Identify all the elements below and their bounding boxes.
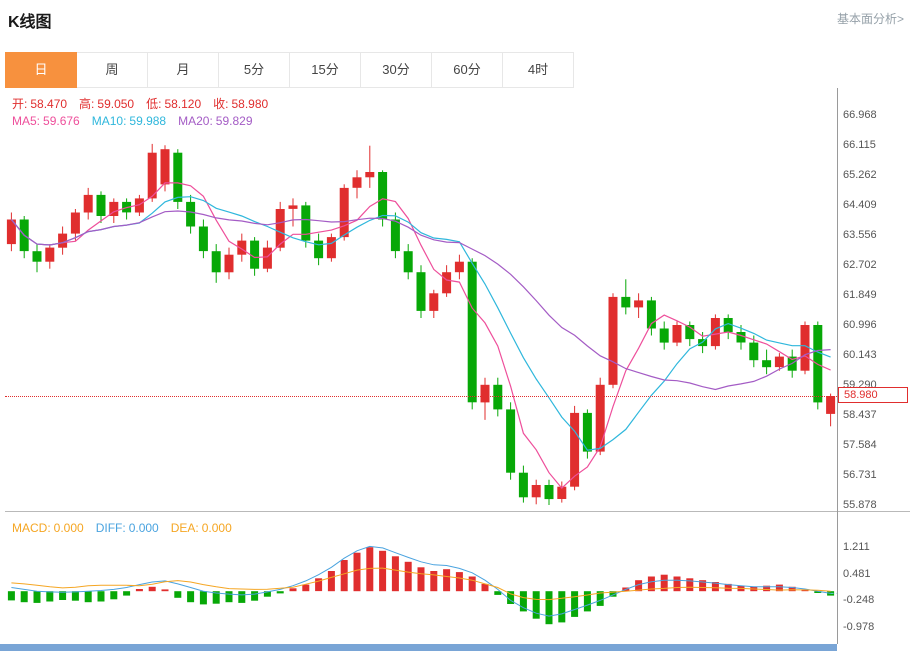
price-axis-tick: 65.262 [843, 169, 877, 182]
price-axis-tick: 66.968 [843, 109, 877, 122]
price-axis-tick: 63.556 [843, 229, 877, 242]
macd-axis-tick: 0.481 [843, 567, 871, 580]
ohlc-open: 开: 58.470 [12, 97, 68, 111]
ohlc-overlay: 开: 58.470 高: 59.050 低: 58.120 收: 58.980 [12, 95, 280, 112]
dea-value: DEA: 0.000 [170, 521, 232, 535]
tab-month[interactable]: 月 [148, 52, 219, 88]
chart-scrollbar[interactable] [0, 644, 837, 651]
price-axis-tick: 62.702 [843, 259, 877, 272]
diff-value: DIFF: 0.000 [95, 521, 159, 535]
macd-axis-tick: -0.978 [843, 621, 875, 634]
macd-chart[interactable] [5, 520, 837, 640]
tab-15min[interactable]: 15分 [290, 52, 361, 88]
tab-60min[interactable]: 60分 [432, 52, 503, 88]
page-title: K线图 [8, 14, 52, 31]
macd-axis-tick: 1.211 [843, 540, 870, 553]
price-axis-tick: 56.731 [843, 469, 877, 482]
macd-axis-tick: -0.248 [843, 594, 875, 607]
price-axis-tick: 66.115 [843, 139, 876, 152]
price-axis-tick: 64.409 [843, 199, 877, 212]
price-axis: 66.968 66.115 65.262 64.409 63.556 62.702 61.8… [837, 88, 910, 644]
header: K线图 基本面分析> [0, 0, 910, 46]
current-price-line [5, 396, 837, 398]
macd-overlay: MACD: 0.000 DIFF: 0.000 DEA: 0.000 [12, 521, 244, 535]
price-axis-tick: 60.143 [843, 349, 877, 362]
tab-week[interactable]: 周 [77, 52, 148, 88]
tab-4hour[interactable]: 4时 [503, 52, 574, 88]
fundamental-analysis-link[interactable]: 基本面分析> [836, 12, 904, 26]
panel-separator [5, 511, 910, 512]
price-axis-tick: 61.849 [843, 289, 877, 302]
ohlc-low: 低: 58.120 [146, 97, 202, 111]
tab-bar: 日周月 5分 15分 30分 60分 4时 [5, 52, 574, 88]
ma10-value: MA10: 59.988 [91, 114, 167, 128]
kline-chart-area: 开: 58.470 高: 59.050 低: 58.120 收: 58.980 MA5: 59.… [0, 88, 910, 651]
ma5-value: MA5: 59.676 [12, 114, 80, 128]
price-axis-tick: 57.584 [843, 439, 877, 452]
candlestick-chart[interactable] [5, 88, 837, 511]
price-axis-tick: 58.437 [843, 409, 877, 422]
macd-value: MACD: 0.000 [12, 521, 84, 535]
ma20-value: MA20: 59.829 [178, 114, 253, 128]
price-axis-tick: 60.996 [843, 319, 877, 332]
price-axis-tick: 55.878 [843, 499, 877, 512]
tab-30min[interactable]: 30分 [361, 52, 432, 88]
tab-5min[interactable]: 5分 [219, 52, 290, 88]
current-price-tag: 58.980 [838, 387, 908, 404]
tab-day[interactable]: 日 [5, 52, 77, 88]
ohlc-high: 高: 59.050 [79, 97, 135, 111]
ohlc-close: 收: 58.980 [213, 97, 269, 111]
ma-overlay: MA5: 59.676 MA10: 59.988 MA20: 59.829 [12, 114, 265, 128]
